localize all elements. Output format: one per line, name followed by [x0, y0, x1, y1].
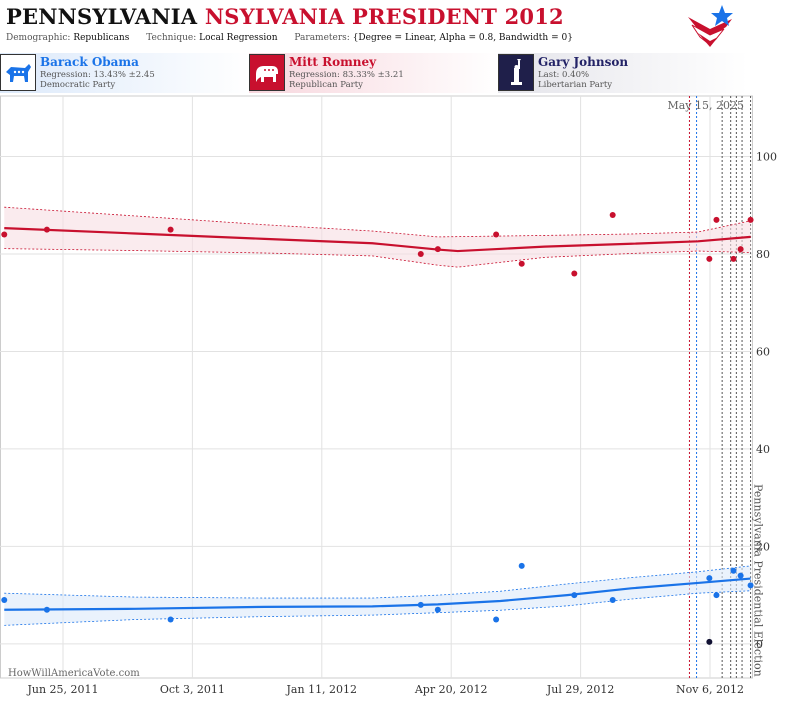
band-upper-line: [4, 565, 751, 599]
poll-point: [730, 567, 737, 574]
page-title: PENNSYLVANIA NSYLVANIA PRESIDENT 2012: [6, 4, 564, 29]
y-tick-label: 20: [756, 540, 770, 553]
poll-point: [43, 606, 50, 613]
site-logo-icon: [688, 5, 733, 47]
candidate-johnson[interactable]: Gary Johnson Last: 0.40% Libertarian Par…: [498, 53, 748, 93]
technique-label: Technique:: [146, 33, 197, 43]
date-stamp: May 15, 2025: [667, 99, 744, 112]
poll-chart: 0 20 40 60 80 100 Jun 25, 2011 Oct 3, 2011 Jan 1…: [0, 95, 777, 696]
parameters-line: Demographic: Republicans Technique: Loca…: [6, 33, 587, 43]
parameters-value: {Degree = Linear, Alpha = 0.8, Bandwidth…: [352, 33, 573, 43]
poll-point: [571, 592, 578, 599]
y-tick-label: 100: [756, 150, 777, 163]
candidate-party: Republican Party: [289, 80, 363, 90]
poll-point: [43, 226, 50, 233]
poll-point: [737, 246, 744, 253]
title-rest: NSYLVANIA PRESIDENT 2012: [204, 4, 564, 29]
y-tick-label: 80: [756, 248, 770, 261]
technique-value: Local Regression: [199, 33, 278, 43]
candidate-romney[interactable]: Mitt Romney Regression: 83.33% ±3.21 Rep…: [249, 53, 499, 93]
poll-point: [713, 592, 720, 599]
poll-point: [730, 255, 737, 262]
poll-point: [1, 597, 8, 604]
band-upper-line: [4, 206, 751, 238]
poll-point: [706, 255, 713, 262]
confidence-band: [4, 207, 751, 268]
x-tick-label: Jun 25, 2011: [26, 683, 98, 696]
trend-line: [4, 577, 751, 611]
poll-point: [706, 575, 713, 582]
poll-point: [609, 211, 616, 218]
x-tick-label: Apr 20, 2012: [414, 683, 488, 696]
candidate-name: Barack Obama: [40, 55, 139, 69]
candidate-party: Democratic Party: [40, 80, 116, 90]
candidate-last: Last: 0.40%: [538, 70, 590, 80]
x-tick-label: Oct 3, 2011: [160, 683, 225, 696]
poll-point: [1, 231, 8, 238]
poll-point: [747, 582, 754, 589]
candidate-regression: Regression: 13.43% ±2.45: [40, 70, 155, 80]
poll-point: [434, 246, 441, 253]
demographic-value: Republicans: [73, 33, 130, 43]
poll-point: [417, 250, 424, 257]
elephant-icon: [249, 54, 285, 91]
poll-point: [493, 231, 500, 238]
candidate-regression: Regression: 83.33% ±3.21: [289, 70, 404, 80]
x-tick-label: Nov 6, 2012: [676, 683, 744, 696]
site-credit: HowWillAmericaVote.com: [8, 668, 140, 679]
poll-point: [706, 638, 713, 645]
candidate-name: Gary Johnson: [538, 55, 629, 69]
x-tick-label: Jan 11, 2012: [286, 683, 358, 696]
candidate-name: Mitt Romney: [289, 55, 377, 69]
candidate-party: Libertarian Party: [538, 80, 613, 90]
poll-point: [167, 226, 174, 233]
candidate-legend: Barack Obama Regression: 13.43% ±2.45 De…: [0, 53, 789, 93]
election-label: Pennsylvania Presidential Election: [752, 484, 765, 677]
poll-point: [518, 562, 525, 569]
poll-point: [518, 260, 525, 267]
candidate-obama[interactable]: Barack Obama Regression: 13.43% ±2.45 De…: [0, 53, 250, 93]
poll-point: [609, 597, 616, 604]
trend-line: [4, 227, 751, 253]
liberty-statue-icon: [498, 54, 534, 91]
demographic-label: Demographic:: [6, 33, 71, 43]
poll-point: [713, 216, 720, 223]
y-tick-label: 40: [756, 443, 770, 456]
poll-point: [737, 572, 744, 579]
poll-point: [493, 616, 500, 623]
confidence-band: [4, 565, 751, 626]
donkey-icon: [0, 54, 36, 91]
poll-point: [434, 606, 441, 613]
x-tick-label: Jul 29, 2012: [546, 683, 615, 696]
poll-point: [571, 270, 578, 277]
poll-point: [747, 216, 754, 223]
poll-point: [167, 616, 174, 623]
y-tick-label: 0: [756, 638, 763, 651]
parameters-label: Parameters:: [294, 33, 350, 43]
poll-point: [417, 601, 424, 608]
y-tick-label: 60: [756, 345, 770, 358]
title-state: PENNSYLVANIA: [6, 4, 198, 29]
band-lower-line: [4, 590, 751, 626]
band-lower-line: [4, 248, 751, 268]
